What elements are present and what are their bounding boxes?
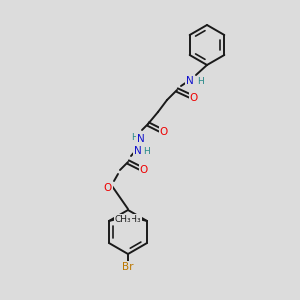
Text: N: N: [186, 76, 194, 86]
Text: CH₃: CH₃: [125, 214, 141, 224]
Text: O: O: [140, 165, 148, 175]
Text: O: O: [160, 127, 168, 137]
Text: H: H: [130, 133, 137, 142]
Text: CH₃: CH₃: [115, 214, 131, 224]
Text: N: N: [137, 134, 145, 144]
Text: H: H: [196, 76, 203, 85]
Text: N: N: [134, 146, 142, 156]
Text: Br: Br: [122, 262, 134, 272]
Text: O: O: [190, 93, 198, 103]
Text: O: O: [104, 183, 112, 193]
Text: H: H: [142, 146, 149, 155]
